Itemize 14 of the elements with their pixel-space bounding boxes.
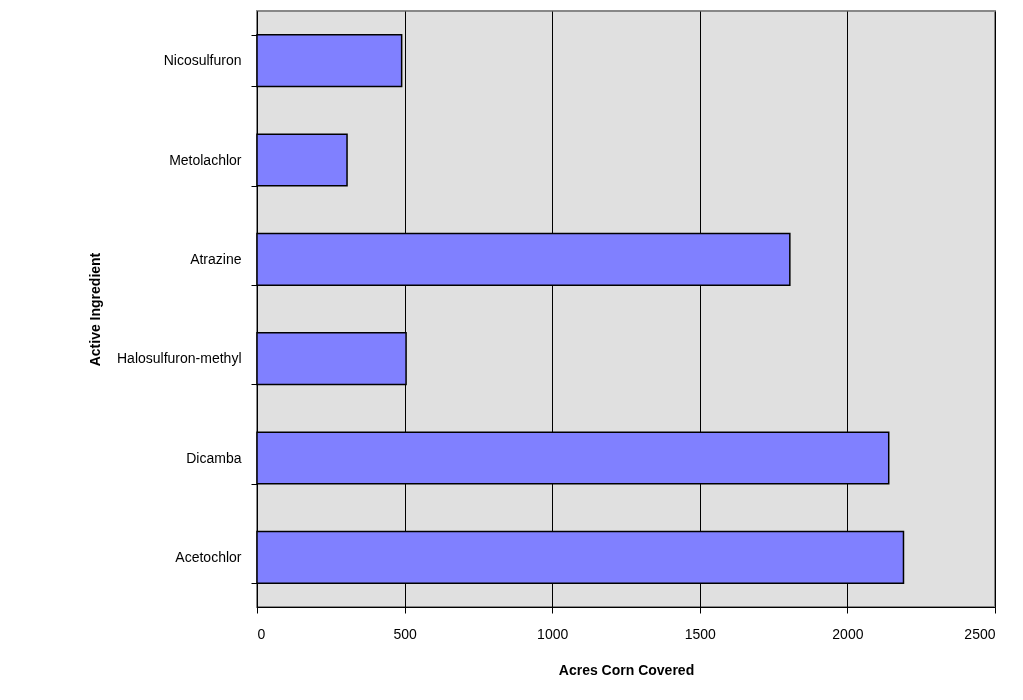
y-tick-label: Dicamba — [186, 449, 242, 466]
y-tick-label: Metolachlor — [169, 151, 242, 168]
y-tick-label: Halosulfuron-methyl — [117, 350, 242, 367]
y-tick-label: Nicosulfuron — [163, 52, 242, 69]
x-tick-label: 1500 — [684, 625, 717, 642]
y-tick-label: Atrazine — [190, 250, 242, 267]
x-tick-label: 0 — [257, 625, 266, 642]
x-tick-label: 2000 — [832, 625, 864, 642]
x-tick-label: 500 — [393, 625, 417, 642]
x-tick-label: 2500 — [964, 625, 996, 642]
y-tick-label: Acetochlor — [175, 548, 242, 565]
x-tick-label: 1000 — [537, 625, 569, 642]
x-axis-title: Acres Corn Covered — [558, 661, 695, 678]
y-axis-title: Active Ingredient — [87, 252, 103, 367]
